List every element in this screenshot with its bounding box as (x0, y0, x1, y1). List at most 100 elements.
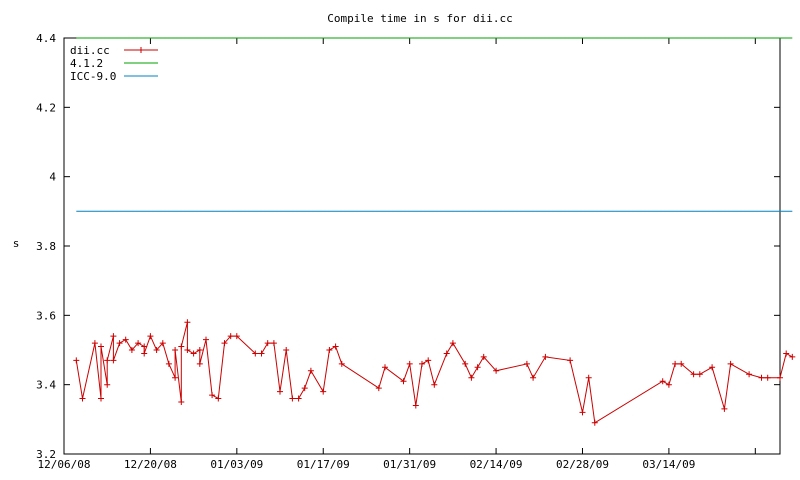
data-point (277, 388, 283, 395)
data-point (320, 388, 327, 395)
data-point (104, 381, 111, 388)
data-point (184, 347, 191, 353)
plot-frame (63, 37, 781, 455)
data-point (542, 353, 549, 360)
data-point (412, 402, 419, 409)
y-tick-label: 4 (49, 171, 56, 184)
data-point (443, 350, 450, 357)
data-point (721, 405, 728, 412)
data-point (523, 360, 530, 367)
data-point (79, 395, 86, 402)
y-axis: 3.2 3.4 3.6 3.8 4 4.2 4.4 (36, 32, 780, 461)
y-tick-label: 4.4 (36, 32, 56, 45)
data-point (258, 350, 265, 357)
data-point (295, 395, 302, 402)
data-point (141, 350, 148, 357)
data-point (252, 350, 259, 357)
data-point (178, 343, 185, 350)
data-point (135, 340, 142, 347)
y-tick-label: 3.6 (36, 309, 56, 322)
data-point (400, 378, 407, 385)
data-point (98, 395, 104, 402)
series-dii-cc (73, 319, 796, 426)
y-tick-label: 3.2 (36, 448, 56, 461)
x-tick-label: 12/06/08 (38, 458, 91, 471)
data-point (141, 343, 148, 350)
x-axis: 12/06/08 12/20/08 01/03/09 01/17/09 01/31/09… (38, 38, 756, 471)
data-point (591, 419, 598, 426)
data-point (777, 374, 783, 381)
data-point (672, 360, 679, 367)
data-point (493, 367, 500, 374)
x-tick-label: 01/03/09 (210, 458, 263, 471)
legend-label: 4.1.2 (70, 57, 103, 70)
x-tick-label: 12/20/08 (124, 458, 177, 471)
x-tick-label: 03/14/09 (642, 458, 695, 471)
data-point (98, 343, 104, 350)
data-point (332, 343, 339, 350)
data-point (326, 347, 333, 353)
data-point (147, 333, 154, 340)
data-point (746, 371, 753, 378)
data-point (659, 378, 666, 385)
data-point (419, 360, 425, 367)
data-point (727, 360, 734, 367)
data-point (165, 360, 172, 367)
x-tick-label: 02/28/09 (556, 458, 609, 471)
data-point (678, 360, 685, 367)
data-point (579, 409, 586, 416)
data-point (301, 385, 308, 392)
data-point (184, 319, 191, 326)
data-point (789, 353, 796, 360)
x-tick-label: 02/14/09 (470, 458, 523, 471)
data-point (690, 371, 697, 378)
data-point (122, 336, 129, 343)
y-tick-label: 3.8 (36, 240, 56, 253)
data-point (172, 347, 179, 353)
data-point (474, 364, 481, 371)
data-point (283, 347, 290, 353)
data-point (764, 374, 771, 381)
chart-title: Compile time in s for dii.cc (327, 12, 512, 25)
legend-label: ICC-9.0 (70, 70, 116, 83)
y-axis-label: s (13, 237, 20, 250)
data-point (289, 395, 296, 402)
data-point (449, 340, 456, 347)
data-point (178, 399, 185, 405)
data-point (128, 347, 135, 353)
data-point (270, 340, 277, 347)
data-point (530, 374, 537, 381)
data-point (468, 374, 475, 381)
data-point (665, 381, 672, 388)
data-point (709, 364, 716, 371)
data-point (382, 364, 388, 371)
data-point (585, 374, 592, 381)
data-point (233, 333, 240, 340)
data-point (264, 340, 271, 347)
data-point (153, 347, 160, 353)
data-point (110, 357, 117, 364)
data-point (227, 333, 234, 340)
data-point (116, 340, 123, 347)
data-point (91, 340, 98, 347)
data-point (425, 357, 432, 364)
data-point (172, 374, 179, 381)
data-point (375, 385, 382, 392)
data-point (406, 360, 413, 367)
x-tick-label: 01/31/09 (383, 458, 436, 471)
data-point (480, 353, 487, 360)
plot-area (73, 37, 796, 426)
data-point (221, 340, 228, 347)
data-point (307, 367, 314, 374)
legend-label: dii.cc (70, 44, 110, 57)
series-line (75, 322, 793, 424)
legend-marker (138, 47, 144, 53)
data-point (190, 350, 197, 357)
data-point (196, 347, 203, 353)
data-point (110, 333, 117, 340)
data-point (209, 392, 216, 399)
y-tick-label: 3.4 (36, 379, 56, 392)
data-point (758, 374, 765, 381)
